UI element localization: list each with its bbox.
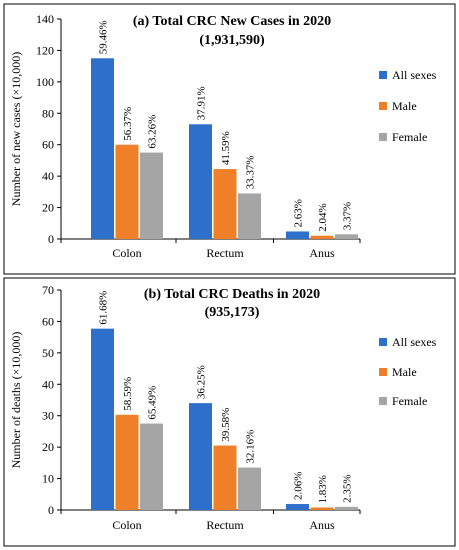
- bar-male-rectum: [213, 445, 237, 510]
- bar-female-anus: [335, 234, 358, 239]
- y-tick-label: 120: [36, 43, 54, 57]
- bar-all-sexes-rectum: [189, 124, 212, 239]
- data-label: 3.37%: [342, 202, 354, 230]
- data-label: 36.25%: [196, 365, 208, 399]
- chart-panel-a: 0 20 40 60 80 100 120 140 Number of new cases (×…: [3, 3, 456, 275]
- y-tick-label: 0: [48, 503, 54, 517]
- bar-female-rectum: [238, 467, 261, 510]
- data-label: 58.59%: [122, 377, 134, 411]
- bar-all-sexes-rectum: [189, 403, 212, 510]
- y-tick-label: 40: [42, 169, 54, 183]
- bar-female-colon: [140, 423, 163, 510]
- bar-all-sexes-anus: [286, 504, 309, 510]
- data-label: 41.59%: [220, 131, 232, 165]
- y-tick-label: 20: [42, 440, 54, 454]
- y-tick-label: 100: [36, 75, 54, 89]
- y-tick-label: 70: [42, 283, 54, 297]
- category-label: Anus: [309, 518, 335, 532]
- legend-swatch: [379, 102, 387, 110]
- legend: All sexes Male Female: [379, 68, 437, 144]
- legend-swatch: [379, 338, 387, 346]
- legend-swatch: [379, 71, 387, 79]
- data-label: 56.37%: [122, 107, 134, 141]
- y-tick-label: 60: [42, 138, 54, 152]
- bar-male-colon: [115, 144, 139, 239]
- legend: All sexes Male Female: [379, 335, 437, 408]
- legend-label: Male: [392, 99, 417, 113]
- data-label: 2.35%: [342, 474, 354, 502]
- y-axis-title: Number of new cases (×10,000): [9, 52, 23, 206]
- data-label: 37.91%: [196, 86, 208, 120]
- data-label: 32.16%: [245, 430, 257, 464]
- y-tick-label: 0: [48, 232, 54, 246]
- category-label: Anus: [309, 246, 335, 260]
- bar-male-colon: [115, 414, 139, 510]
- bar-male-rectum: [213, 169, 237, 239]
- data-label: 39.58%: [220, 408, 232, 442]
- bar-male-anus: [310, 235, 334, 239]
- y-tick-label: 60: [42, 314, 54, 328]
- legend-swatch: [379, 397, 387, 405]
- data-label: 65.49%: [147, 386, 159, 420]
- data-label: 2.63%: [293, 199, 305, 227]
- data-label: 1.83%: [317, 475, 329, 503]
- data-label: 59.46%: [98, 20, 110, 54]
- legend-label: All sexes: [392, 68, 437, 82]
- y-axis-title: Number of deaths (×10,000): [9, 332, 23, 469]
- legend-swatch: [379, 368, 387, 376]
- legend-label: Female: [392, 394, 427, 408]
- legend-swatch: [379, 133, 387, 141]
- category-label: Colon: [112, 246, 141, 260]
- legend-label: Male: [392, 365, 417, 379]
- category-label: Rectum: [206, 246, 244, 260]
- category-label: Rectum: [206, 518, 244, 532]
- data-label: 2.06%: [293, 472, 305, 500]
- y-tick-label: 50: [42, 346, 54, 360]
- bar-all-sexes-colon: [91, 328, 114, 510]
- data-label: 33.37%: [245, 156, 257, 190]
- legend-label: All sexes: [392, 335, 437, 349]
- data-label: 2.04%: [317, 203, 329, 231]
- data-label: 63.26%: [147, 115, 159, 149]
- bar-female-anus: [335, 506, 358, 510]
- chart-title: (b) Total CRC Deaths in 2020: [144, 287, 320, 302]
- y-tick-label: 10: [42, 472, 54, 486]
- chart-subtitle: (935,173): [205, 305, 260, 320]
- y-tick-label: 20: [42, 201, 54, 215]
- y-tick-label: 80: [42, 106, 54, 120]
- y-tick-label: 140: [36, 12, 54, 26]
- category-label: Colon: [112, 518, 141, 532]
- legend-label: Female: [392, 130, 427, 144]
- data-label: 61.68%: [98, 291, 110, 325]
- bar-all-sexes-anus: [286, 231, 309, 239]
- bar-female-rectum: [238, 193, 261, 239]
- chart-title: (a) Total CRC New Cases in 2020: [133, 14, 331, 29]
- chart-panel-b: 0 10 20 30 40 50 60 70 Number of deaths (×10,000…: [3, 277, 456, 547]
- y-tick-label: 30: [42, 409, 54, 423]
- chart-subtitle: (1,931,590): [199, 33, 265, 48]
- bar-male-anus: [310, 507, 334, 510]
- y-tick-label: 40: [42, 377, 54, 391]
- bar-female-colon: [140, 152, 163, 239]
- bar-all-sexes-colon: [91, 58, 114, 240]
